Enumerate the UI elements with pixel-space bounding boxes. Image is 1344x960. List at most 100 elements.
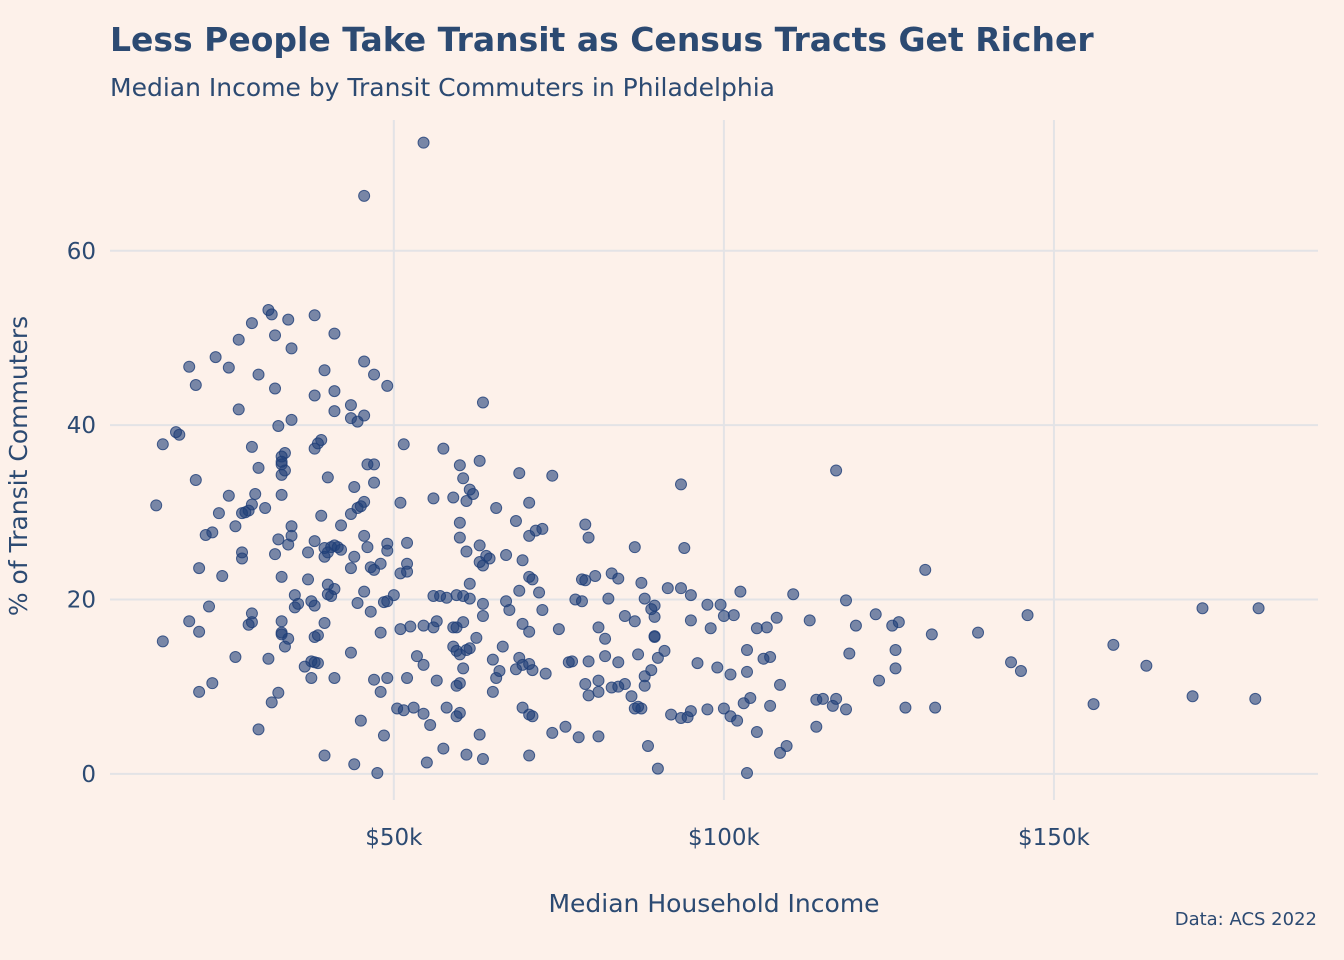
- data-point: [259, 501, 272, 514]
- data-point: [509, 515, 522, 528]
- data-point: [311, 629, 324, 642]
- data-point: [496, 640, 509, 653]
- data-point: [638, 592, 651, 605]
- x-tick-label: $50k: [365, 825, 423, 851]
- data-point: [328, 405, 341, 418]
- data-point: [724, 668, 737, 681]
- data-point: [437, 742, 450, 755]
- data-point: [265, 696, 278, 709]
- data-point: [803, 614, 816, 627]
- data-point: [453, 459, 466, 472]
- data-point: [417, 136, 430, 149]
- data-point: [397, 704, 410, 717]
- data-point: [305, 671, 318, 684]
- data-point: [711, 661, 724, 674]
- data-point: [199, 528, 212, 541]
- data-point: [612, 572, 625, 585]
- data-point: [602, 592, 615, 605]
- y-axis-tick-labels: 0 20 40 60: [67, 239, 96, 788]
- data-point: [1087, 698, 1100, 711]
- data-point: [463, 642, 476, 655]
- y-axis-title: % of Transit Commuters: [4, 316, 33, 616]
- data-point: [318, 749, 331, 762]
- data-point: [410, 650, 423, 663]
- data-point: [536, 603, 549, 616]
- data-point: [335, 543, 348, 556]
- data-point: [840, 594, 853, 607]
- data-point: [298, 660, 311, 673]
- data-point: [229, 651, 242, 664]
- data-point: [559, 720, 572, 733]
- data-point: [526, 664, 539, 677]
- data-point: [453, 648, 466, 661]
- data-point: [275, 615, 288, 628]
- data-point: [582, 531, 595, 544]
- data-point: [1107, 638, 1120, 651]
- data-point: [420, 756, 433, 769]
- y-tick-label: 60: [67, 239, 96, 265]
- data-point: [638, 679, 651, 692]
- data-point: [236, 507, 249, 520]
- data-point: [731, 714, 744, 727]
- data-point: [473, 539, 486, 552]
- data-point: [516, 617, 529, 630]
- data-point: [275, 488, 288, 501]
- data-point: [612, 656, 625, 669]
- data-point: [348, 758, 361, 771]
- data-point: [368, 476, 381, 489]
- data-point: [407, 701, 420, 714]
- data-point: [889, 662, 902, 675]
- data-point: [222, 361, 235, 374]
- data-point: [193, 625, 206, 638]
- y-tick-label: 0: [81, 762, 96, 788]
- data-point: [592, 621, 605, 634]
- data-point: [193, 685, 206, 698]
- data-point: [252, 723, 265, 736]
- data-point: [269, 329, 282, 342]
- data-point: [308, 309, 321, 322]
- data-source-caption: Data: ACS 2022: [1174, 909, 1317, 930]
- data-point: [308, 535, 321, 548]
- data-point: [368, 368, 381, 381]
- data-point: [361, 541, 374, 554]
- data-point: [381, 671, 394, 684]
- data-point: [618, 610, 631, 623]
- data-point: [262, 652, 275, 665]
- data-point: [364, 605, 377, 618]
- data-point: [417, 658, 430, 671]
- data-point: [493, 664, 506, 677]
- data-point: [579, 678, 592, 691]
- data-point: [302, 573, 315, 586]
- data-point: [750, 726, 763, 738]
- data-point: [252, 461, 265, 474]
- data-point: [272, 686, 285, 699]
- data-point: [750, 622, 763, 635]
- data-point: [150, 499, 163, 512]
- data-point: [417, 619, 430, 632]
- data-point: [311, 657, 324, 670]
- data-point: [476, 610, 489, 623]
- data-point: [473, 728, 486, 741]
- data-point: [513, 467, 526, 480]
- data-point: [440, 701, 453, 714]
- data-point: [899, 701, 912, 714]
- data-point: [453, 677, 466, 690]
- data-point: [546, 469, 559, 482]
- data-point: [562, 656, 575, 669]
- data-point: [377, 729, 390, 742]
- data-point: [358, 189, 371, 202]
- data-point: [183, 360, 196, 373]
- data-point: [424, 719, 437, 732]
- data-point: [394, 567, 407, 580]
- data-point: [684, 589, 697, 602]
- data-point: [641, 739, 654, 752]
- data-point: [275, 570, 288, 583]
- x-axis-tick-labels: $50k $100k $150k: [365, 825, 1090, 851]
- data-point: [368, 563, 381, 576]
- data-point: [265, 308, 278, 321]
- data-point: [473, 454, 486, 467]
- data-point: [533, 586, 546, 599]
- data-point: [463, 577, 476, 590]
- data-point: [315, 509, 328, 522]
- data-point: [816, 692, 829, 705]
